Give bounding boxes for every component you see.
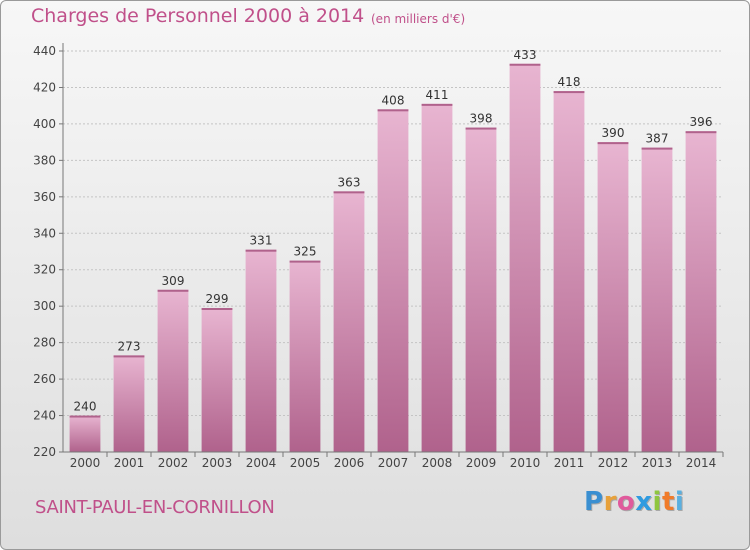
value-label: 408 [382,93,405,107]
value-labels: 240 273 309 299 331 325 363 408 411 398 433 418 390 3… [74,48,713,414]
bar-chart: 220 240 260 280 300 320 340 360 380 400 420 440 2000… [33,43,724,470]
x-tick-label: 2003 [202,456,233,470]
x-tick-label: 2010 [510,456,541,470]
y-tick-label: 280 [33,336,56,350]
x-tick-label: 2012 [598,456,629,470]
logo-letter: x [635,487,653,517]
bar-top [685,131,717,134]
bar-2004 [245,249,277,452]
x-tick-label: 2002 [158,456,189,470]
commune-name: SAINT-PAUL-EN-CORNILLON [35,497,275,518]
bar-top [597,142,629,145]
x-tick-label: 2011 [554,456,585,470]
bar-2001 [113,355,145,452]
bar-top [69,415,101,418]
y-tick-label: 420 [33,80,56,94]
y-tick-label: 400 [33,117,56,131]
value-label: 325 [294,245,317,259]
bar-2005 [289,260,321,452]
y-tick-label: 380 [33,153,56,167]
logo-letter: o [616,487,636,517]
y-tick-label: 320 [33,263,56,277]
bar-top [333,191,365,194]
y-tick-label: 340 [33,226,56,240]
value-label: 273 [118,339,141,353]
value-label: 363 [338,175,361,189]
value-label: 387 [646,132,669,146]
bar-2014 [685,131,717,452]
bar-top [113,355,145,358]
bar-2003 [201,308,233,452]
bar-2007 [377,109,409,452]
y-tick-label: 300 [33,299,56,313]
bar-top [465,127,497,130]
value-label: 398 [470,112,493,126]
axes: 220 240 260 280 300 320 340 360 380 400 420 440 2000… [33,43,724,470]
bar-top [421,103,453,106]
bar-top [289,260,321,263]
x-tick-label: 2004 [246,456,277,470]
logo-letter: i [652,487,662,517]
value-label: 390 [602,126,625,140]
bar-2011 [553,91,585,452]
y-tick-label: 360 [33,190,56,204]
value-label: 433 [514,48,537,62]
x-tick-label: 2005 [290,456,321,470]
value-label: 411 [426,88,449,102]
x-tick-label: 2007 [378,456,409,470]
y-tick-label: 440 [33,44,56,58]
logo-letter: r [603,487,617,517]
bar-2006 [333,191,365,452]
bar-2013 [641,147,673,452]
y-tick-label: 240 [33,409,56,423]
value-label: 418 [558,75,581,89]
bar-top [245,249,277,252]
x-tick-label: 2008 [422,456,453,470]
bar-top [157,289,189,292]
bar-2002 [157,289,189,452]
logo-letter: t [661,487,675,517]
bar-2000 [69,415,101,452]
value-label: 240 [74,400,97,414]
value-label: 331 [250,234,273,248]
value-label: 309 [162,274,185,288]
bar-2012 [597,142,629,453]
bar-top [377,109,409,112]
bars [69,63,717,453]
x-tick-label: 2014 [686,456,717,470]
value-label: 299 [206,292,229,306]
bar-top [641,147,673,150]
bar-top [201,308,233,311]
bar-2010 [509,63,541,452]
bar-2008 [421,103,453,452]
unit-note: (en milliers d'€) [371,12,466,26]
bar-2009 [465,127,497,453]
value-label: 396 [690,115,713,129]
chart-title: Charges de Personnel 2000 à 2014 [31,5,365,27]
x-tick-label: 2000 [70,456,101,470]
x-tick-label: 2009 [466,456,497,470]
bar-top [509,63,541,66]
logo-letter: i [674,487,685,517]
proxiti-logo: Proxiti [584,487,684,517]
y-tick-label: 220 [33,445,56,459]
x-tick-label: 2001 [114,456,145,470]
x-tick-label: 2013 [642,456,673,470]
logo-letter: P [584,487,604,517]
y-tick-label: 260 [33,372,56,386]
bar-top [553,91,585,94]
x-tick-label: 2006 [334,456,365,470]
